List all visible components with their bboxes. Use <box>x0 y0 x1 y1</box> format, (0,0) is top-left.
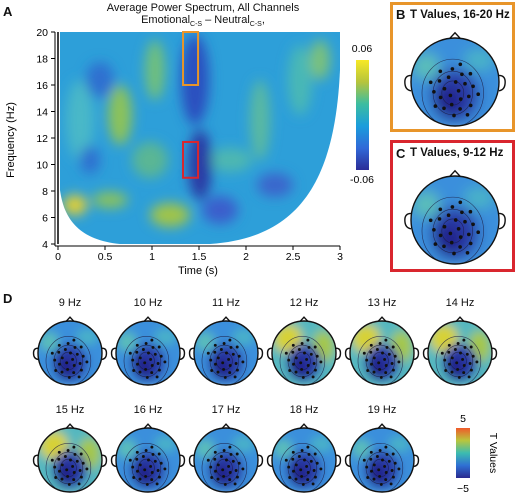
y-tick-label: 18 <box>36 54 48 66</box>
topomap-19hz <box>344 423 420 493</box>
freq-label: 10 Hz <box>133 297 163 309</box>
topomap-17hz <box>188 423 264 493</box>
x-tick-label: 3 <box>337 251 343 263</box>
topomap-18hz <box>266 423 342 493</box>
panel-c-letter: C <box>396 146 406 161</box>
title-sub-2: C-S <box>249 21 262 29</box>
tvalue-colorbar-gradient <box>456 428 470 478</box>
y-tick-label: 10 <box>36 160 48 172</box>
topomap-12hz <box>266 316 342 386</box>
panel-a-title-line2: EmotionalC-S – NeutralC-S, <box>88 14 318 28</box>
topomap-c <box>404 169 506 265</box>
x-tick-label: 0 <box>55 251 61 263</box>
panel-a-title: Average Power Spectrum, All Channels Emo… <box>88 2 318 28</box>
x-axis-label: Time (s) <box>178 265 218 277</box>
x-tick-label: 0.5 <box>98 251 113 263</box>
topomap-15hz <box>32 423 108 493</box>
y-tick-label: 20 <box>36 27 48 39</box>
freq-label: 9 Hz <box>58 297 82 309</box>
freq-label: 18 Hz <box>289 404 319 416</box>
panel-b-letter: B <box>396 7 406 22</box>
freq-label: 17 Hz <box>211 404 241 416</box>
y-tick-label: 4 <box>42 239 48 251</box>
freq-label: 12 Hz <box>289 297 319 309</box>
roi-box-1 <box>182 140 200 179</box>
y-tick-label: 16 <box>36 80 48 92</box>
freq-label: 15 Hz <box>55 404 85 416</box>
topomap-14hz <box>422 316 498 386</box>
y-tick-label: 6 <box>42 213 48 225</box>
spectrogram-heatmap <box>60 32 340 244</box>
panel-c-frame <box>390 140 515 272</box>
tvalue-colorbar: 5 −5 T Values <box>456 413 499 495</box>
panel-b-title: T Values, 16-20 Hz <box>410 9 510 21</box>
roi-box-0 <box>182 31 200 86</box>
freq-label: 19 Hz <box>367 404 397 416</box>
title-end: , <box>261 14 265 26</box>
freq-label: 11 Hz <box>212 297 240 309</box>
freq-label: 16 Hz <box>133 404 163 416</box>
x-tick-label: 1.5 <box>192 251 207 263</box>
tvalue-colorbar-max: 5 <box>460 413 466 425</box>
panel-c-title: T Values, 9-12 Hz <box>410 147 504 159</box>
spectrogram-colorbar <box>356 60 369 170</box>
panel-a-title-line1: Average Power Spectrum, All Channels <box>106 2 300 14</box>
panel-b-frame <box>390 2 515 132</box>
colorbar-max-label: 0.06 <box>352 43 373 55</box>
title-emotional: Emotional <box>141 14 191 26</box>
tvalue-colorbar-label: T Values <box>487 433 499 473</box>
topomap-10hz <box>110 316 186 386</box>
x-tick-label: 2.5 <box>286 251 301 263</box>
topomap-13hz <box>344 316 420 386</box>
x-tick-label: 2 <box>243 251 249 263</box>
title-neutral: – Neutral <box>202 14 250 26</box>
x-tick-label: 1 <box>149 251 155 263</box>
topomap-b <box>404 31 506 127</box>
colorbar-min-label: -0.06 <box>350 174 374 186</box>
roi-boxes <box>182 31 200 179</box>
y-tick-label: 8 <box>42 186 48 198</box>
freq-label: 13 Hz <box>367 297 397 309</box>
spectrogram-chart: 0 0.5 1 1.5 2 2.5 3 4 6 8 10 12 14 16 18 20 Time (s) F… <box>5 27 374 277</box>
topomap-16hz <box>110 423 186 493</box>
x-ticks: 0 0.5 1 1.5 2 2.5 3 <box>55 246 343 263</box>
y-tick-label: 14 <box>36 107 48 119</box>
panel-a-letter: A <box>3 4 13 19</box>
y-tick-label: 12 <box>36 133 48 145</box>
panel-d-letter: D <box>3 291 13 306</box>
y-axis-label: Frequency (Hz) <box>5 102 17 178</box>
y-ticks: 4 6 8 10 12 14 16 18 20 <box>36 27 55 251</box>
topomap-11hz <box>188 316 264 386</box>
title-sub-1: C-S <box>190 21 203 29</box>
tvalue-colorbar-min: −5 <box>457 483 469 495</box>
topomap-9hz <box>32 316 108 386</box>
freq-label: 14 Hz <box>445 297 475 309</box>
